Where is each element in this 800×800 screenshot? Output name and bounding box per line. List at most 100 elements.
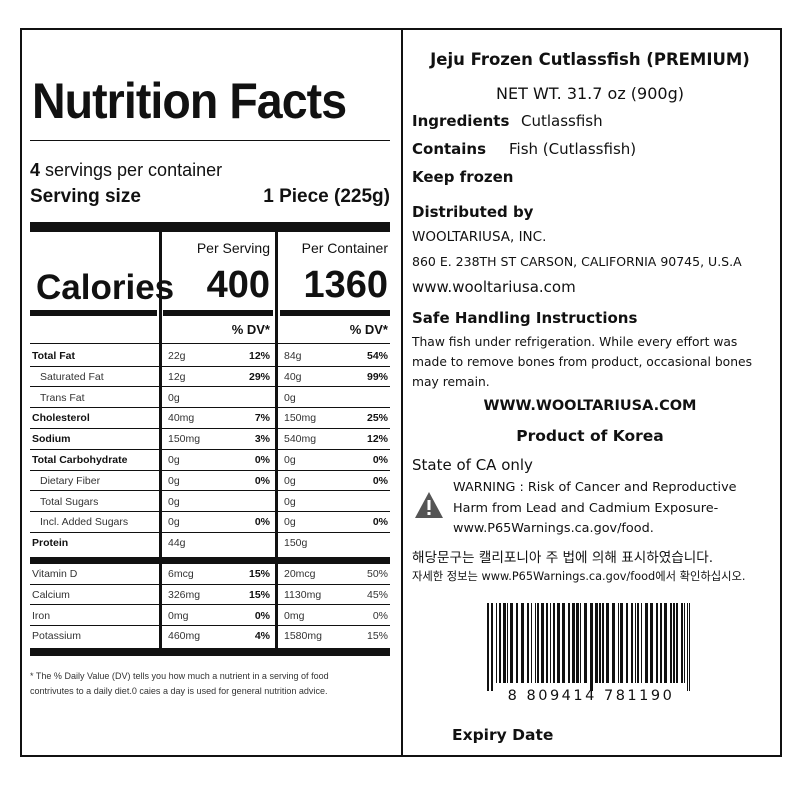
nutrient-name: Protein xyxy=(32,537,69,550)
barcode-bar xyxy=(602,603,604,683)
website: www.wooltariusa.com xyxy=(412,278,576,296)
serving-dv: 15% xyxy=(248,568,270,580)
barcode-bar xyxy=(521,603,524,683)
barcode-bar xyxy=(676,603,678,683)
serving-dv: 0% xyxy=(254,474,270,487)
container-amount: 0g xyxy=(284,391,296,404)
barcode-bar xyxy=(641,603,642,683)
barcode-bar xyxy=(595,603,598,683)
servings-text: servings per container xyxy=(40,160,223,180)
nutrient-name: Incl. Added Sugars xyxy=(40,516,129,529)
barcode-bar xyxy=(684,603,685,683)
serving-dv: 3% xyxy=(254,433,270,446)
barcode xyxy=(487,603,690,691)
serving-amount: 326mg xyxy=(168,588,201,601)
barcode-bar xyxy=(599,603,601,683)
serving-dv: 12% xyxy=(248,350,270,362)
thick-bar xyxy=(280,310,390,316)
barcode-bar xyxy=(553,603,555,683)
barcode-bar xyxy=(673,603,675,683)
barcode-bar xyxy=(531,603,532,683)
container-dv: 45% xyxy=(366,588,388,601)
row-line xyxy=(30,469,390,471)
barcode-bar xyxy=(510,603,513,683)
distributed-by: Distributed by xyxy=(412,203,534,221)
serving-amount: 0g xyxy=(168,391,180,404)
korean-line: 자세한 정보는 www.P65Warnings.ca.gov/food에서 확인… xyxy=(412,570,746,583)
barcode-bar xyxy=(487,603,489,691)
container-dv: 0% xyxy=(372,474,388,487)
serving-size-value: 1 Piece (225g) xyxy=(263,186,390,207)
barcode-bar xyxy=(689,603,690,691)
serving-amount: 6mcg xyxy=(168,568,194,580)
container-amount: 1130mg xyxy=(284,588,322,601)
serving-amount: 44g xyxy=(168,537,186,550)
row-line xyxy=(30,625,390,627)
barcode-bar xyxy=(606,603,609,683)
container-amount: 84g xyxy=(284,350,302,362)
serving-dv: 0% xyxy=(254,516,270,529)
row-line xyxy=(30,386,390,388)
nutrient-name: Calcium xyxy=(32,588,70,601)
container-amount: 540mg xyxy=(284,433,317,446)
barcode-bar xyxy=(527,603,529,683)
safe-handling-text: Thaw fish under refrigeration. While eve… xyxy=(412,335,752,389)
nutrient-name: Total Sugars xyxy=(40,495,99,508)
barcode-bar xyxy=(656,603,658,683)
barcode-bar xyxy=(626,603,628,683)
barcode-bar xyxy=(580,603,581,683)
barcode-bar xyxy=(670,603,672,683)
per-container-header: Per Container xyxy=(301,240,388,256)
serving-dv: 0% xyxy=(254,454,270,466)
nutrient-name: Saturated Fat xyxy=(40,370,104,383)
panel-divider xyxy=(401,28,403,755)
serving-amount: 22g xyxy=(168,350,186,362)
row-line xyxy=(30,490,390,492)
barcode-bar xyxy=(546,603,548,683)
nutrient-name: Potassium xyxy=(32,630,82,643)
barcode-bar xyxy=(568,603,570,683)
thick-bar xyxy=(30,557,390,564)
barcode-bar xyxy=(516,603,518,683)
container-amount: 40g xyxy=(284,370,302,383)
dv-header: % DV* xyxy=(231,322,270,337)
barcode-bar xyxy=(618,603,619,683)
nutrient-name: Total Carbohydrate xyxy=(32,454,128,466)
serving-dv: 15% xyxy=(248,588,270,601)
container-dv: 0% xyxy=(372,609,388,622)
serving-amount: 0mg xyxy=(168,609,189,622)
barcode-bar xyxy=(496,603,497,683)
calories-serving: 400 xyxy=(206,264,270,306)
website-upper: WWW.WOOLTARIUSA.COM xyxy=(483,398,697,414)
safe-handling-title: Safe Handling Instructions xyxy=(412,309,638,327)
nutrition-title: Nutrition Facts xyxy=(32,73,347,129)
barcode-bar xyxy=(590,603,593,691)
barcode-bar xyxy=(503,603,506,683)
column-line xyxy=(275,232,278,652)
origin: Product of Korea xyxy=(516,427,664,445)
barcode-bar xyxy=(631,603,633,683)
serving-amount: 0g xyxy=(168,474,180,487)
barcode-bar xyxy=(537,603,539,683)
barcode-bar xyxy=(620,603,623,683)
serving-size-label: Serving size xyxy=(30,186,141,207)
serving-dv: 7% xyxy=(254,412,270,425)
per-serving-header: Per Serving xyxy=(196,240,270,256)
rule xyxy=(30,343,390,344)
container-amount: 150mg xyxy=(284,412,317,425)
thick-bar xyxy=(163,310,273,316)
serving-dv: 29% xyxy=(248,370,270,383)
container-amount: 0g xyxy=(284,516,296,529)
container-dv: 99% xyxy=(366,370,388,383)
barcode-bar xyxy=(681,603,683,683)
warning-text: WARNING : Risk of Cancer and Reproductiv… xyxy=(453,480,737,536)
container-dv: 25% xyxy=(366,412,388,425)
container-amount: 0g xyxy=(284,474,296,487)
barcode-bar xyxy=(664,603,667,683)
servings: 4 servings per container xyxy=(30,160,222,181)
nutrient-name: Total Fat xyxy=(32,350,75,362)
container-dv: 50% xyxy=(366,568,388,580)
calories-container: 1360 xyxy=(303,264,388,306)
nutrient-name: Sodium xyxy=(32,433,71,446)
